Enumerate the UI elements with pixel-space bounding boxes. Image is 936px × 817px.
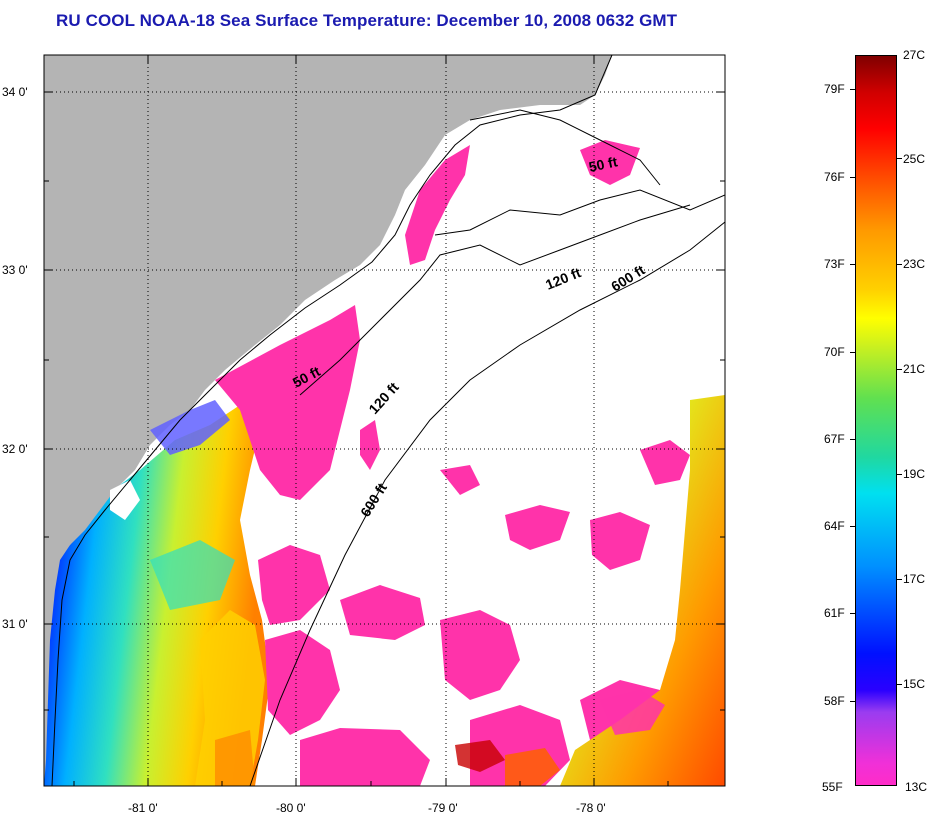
lon-label-78: -78 0' [576,801,606,815]
colorbar-c-21: 21C [903,362,926,376]
land-mass [44,55,612,786]
colorbar-c-13: 13C [905,780,928,794]
lat-label-34: 34 0' [2,85,28,99]
sst-gulf-stream [560,395,725,786]
colorbar-f-61: 61F [824,606,845,620]
colorbar-f-79: 79F [824,82,845,96]
lat-label-33: 33 0' [2,263,28,277]
lat-label-31: 31 0' [2,617,28,631]
colorbar-c-27: 27C [903,48,926,62]
lat-label-32: 32 0' [2,442,28,456]
colorbar-c-19: 19C [903,467,926,481]
colorbar-f-58: 58F [824,694,845,708]
colorbar-f-64: 64F [824,519,845,533]
colorbar-c-17: 17C [903,572,926,586]
lon-label-79: -79 0' [428,801,458,815]
colorbar-f-67: 67F [824,432,845,446]
map-frame [43,54,726,787]
colorbar-f-73: 73F [824,257,845,271]
lon-label-81: -81 0' [128,801,158,815]
temperature-colorbar [855,55,897,786]
isobath-label-50ft-north: 50 ft [587,153,619,175]
isobath-lines [51,55,725,786]
lon-label-80: -80 0' [276,801,306,815]
colorbar-c-25: 25C [903,152,926,166]
map-title: RU COOL NOAA-18 Sea Surface Temperature:… [56,11,678,30]
colorbar-f-76: 76F [824,170,845,184]
colorbar-f-70: 70F [824,345,845,359]
graticule [44,55,725,786]
colorbar-f-55: 55F [822,780,843,794]
colorbar-c-23: 23C [903,257,926,271]
colorbar-c-15: 15C [903,677,926,691]
